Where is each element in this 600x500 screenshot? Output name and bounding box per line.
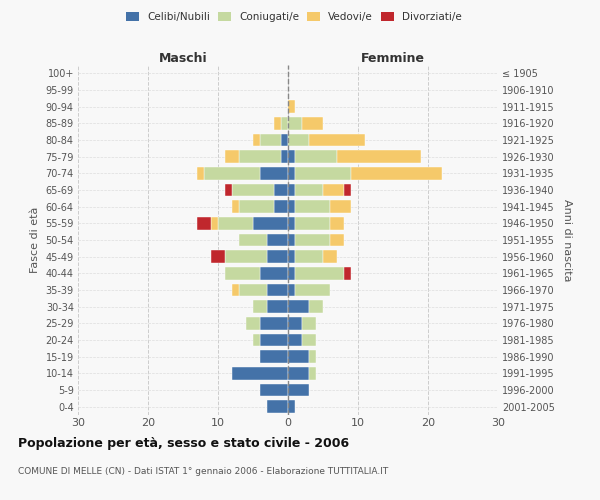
Bar [288,234,295,246]
Bar [274,184,288,196]
Bar [323,184,344,196]
Legend: Celibi/Nubili, Coniugati/e, Vedovi/e, Divorziati/e: Celibi/Nubili, Coniugati/e, Vedovi/e, Di… [122,8,466,26]
Bar [204,167,260,179]
Bar [267,234,288,246]
Bar [302,117,323,130]
Bar [288,400,295,413]
Bar [288,117,302,130]
Bar [302,334,316,346]
Bar [302,317,316,330]
Bar [260,134,281,146]
Bar [281,117,288,130]
Bar [330,234,344,246]
Bar [288,317,302,330]
Bar [309,367,316,380]
Bar [288,284,295,296]
Text: Maschi: Maschi [158,52,208,65]
Bar [218,217,253,230]
Bar [267,300,288,313]
Bar [295,150,337,163]
Bar [344,184,351,196]
Text: Popolazione per età, sesso e stato civile - 2006: Popolazione per età, sesso e stato civil… [18,438,349,450]
Text: Femmine: Femmine [361,52,425,65]
Bar [225,150,239,163]
Bar [253,217,288,230]
Bar [309,300,323,313]
Bar [295,284,330,296]
Bar [295,200,330,213]
Bar [288,167,295,179]
Bar [288,217,295,230]
Bar [288,367,309,380]
Bar [288,150,295,163]
Bar [281,134,288,146]
Bar [295,217,330,230]
Bar [274,117,281,130]
Bar [351,167,442,179]
Bar [288,100,295,113]
Bar [211,217,218,230]
Bar [274,200,288,213]
Bar [232,367,288,380]
Bar [309,350,316,363]
Bar [239,234,267,246]
Bar [330,200,351,213]
Bar [239,284,267,296]
Bar [260,167,288,179]
Bar [267,250,288,263]
Bar [330,217,344,230]
Bar [288,267,295,280]
Bar [267,284,288,296]
Bar [246,317,260,330]
Y-axis label: Fasce di età: Fasce di età [30,207,40,273]
Bar [288,134,309,146]
Bar [295,234,330,246]
Bar [232,184,274,196]
Bar [253,334,260,346]
Bar [288,200,295,213]
Bar [197,167,204,179]
Bar [281,150,288,163]
Bar [197,217,211,230]
Bar [260,350,288,363]
Bar [295,250,323,263]
Bar [232,200,239,213]
Bar [239,150,281,163]
Bar [295,167,351,179]
Bar [232,284,239,296]
Bar [260,267,288,280]
Bar [323,250,337,263]
Bar [225,184,232,196]
Y-axis label: Anni di nascita: Anni di nascita [562,198,572,281]
Bar [295,184,323,196]
Bar [288,350,309,363]
Bar [288,334,302,346]
Bar [344,267,351,280]
Bar [225,250,267,263]
Bar [253,300,267,313]
Bar [211,250,225,263]
Bar [260,334,288,346]
Bar [260,317,288,330]
Bar [267,400,288,413]
Bar [288,250,295,263]
Bar [225,267,260,280]
Bar [288,300,309,313]
Bar [337,150,421,163]
Bar [239,200,274,213]
Bar [309,134,365,146]
Bar [295,267,344,280]
Bar [260,384,288,396]
Bar [288,384,309,396]
Bar [253,134,260,146]
Bar [288,184,295,196]
Text: COMUNE DI MELLE (CN) - Dati ISTAT 1° gennaio 2006 - Elaborazione TUTTITALIA.IT: COMUNE DI MELLE (CN) - Dati ISTAT 1° gen… [18,468,388,476]
